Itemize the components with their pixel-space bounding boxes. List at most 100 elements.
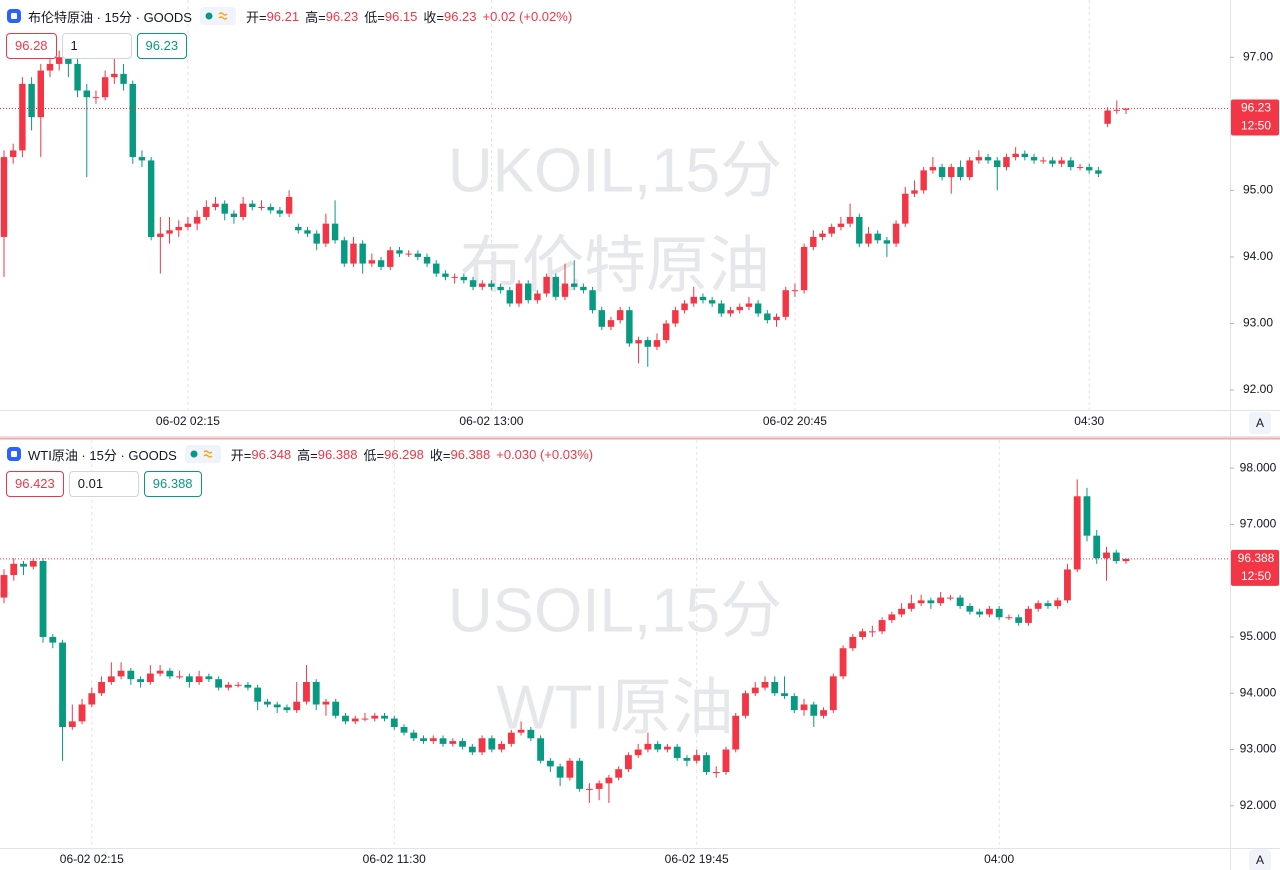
candle-body — [20, 563, 27, 567]
candle-body — [1093, 535, 1101, 559]
candle-body — [625, 755, 632, 770]
status-pill[interactable] — [184, 445, 221, 463]
candle-body — [283, 707, 291, 711]
change-value: +0.02 (+0.02%) — [482, 8, 573, 24]
y-tick-label: 95.00 — [1243, 183, 1273, 197]
candle-body — [29, 560, 37, 567]
candle-body — [576, 760, 584, 789]
candle-body — [254, 687, 262, 702]
open-value: 96.348 — [251, 446, 292, 462]
candle-body — [1054, 600, 1062, 607]
candle-body — [65, 57, 72, 64]
candle-body — [341, 240, 348, 264]
candle-body — [839, 648, 847, 677]
candle-body — [736, 306, 743, 311]
candle-body — [585, 788, 593, 790]
candle-body — [888, 614, 896, 621]
status-pill[interactable] — [199, 7, 236, 25]
candle-body — [506, 290, 514, 304]
candle-body — [497, 286, 504, 291]
candle-body — [49, 636, 57, 643]
candle-body — [185, 676, 193, 682]
candle-body — [515, 283, 523, 304]
candle-body — [605, 777, 613, 784]
quantity-input[interactable]: 1 — [61, 33, 132, 59]
candle-body — [781, 693, 788, 697]
candle-body — [524, 283, 532, 301]
sell-button[interactable]: 96.423 — [6, 471, 64, 497]
candle-body — [303, 681, 310, 702]
candle-body — [681, 303, 688, 311]
candle-body — [230, 213, 238, 217]
candle-body — [156, 670, 164, 674]
auto-scale-button[interactable]: A — [1249, 849, 1271, 870]
candle-body — [984, 157, 992, 161]
candle-body — [28, 83, 35, 118]
candle-body — [764, 313, 771, 321]
y-tick-label: 94.000 — [1240, 685, 1277, 699]
watermark: USOIL,15分 — [448, 576, 782, 645]
candle-body — [699, 296, 707, 301]
low-label: 低= — [364, 9, 385, 25]
candle-body — [396, 250, 403, 254]
candle-body — [552, 276, 560, 297]
candle-body — [98, 681, 105, 694]
buy-button[interactable]: 96.23 — [136, 33, 188, 59]
candle-body — [927, 600, 935, 604]
candle-body — [249, 203, 256, 207]
candle-body — [570, 283, 578, 287]
sell-button[interactable]: 96.28 — [6, 33, 57, 59]
candle-body — [1025, 608, 1032, 623]
candle-body — [634, 749, 642, 756]
candle-body — [381, 715, 388, 719]
symbol-title: 布伦特原油 · 15分 · GOODS — [28, 9, 192, 25]
quantity-input[interactable]: 0.01 — [68, 471, 139, 497]
candle-body — [929, 167, 937, 171]
candle-body — [285, 197, 293, 214]
high-label: 高= — [297, 447, 318, 463]
candle-body — [176, 676, 184, 678]
candle-body — [849, 636, 857, 649]
candle-body — [205, 676, 213, 680]
candle-body — [331, 223, 339, 241]
buy-button[interactable]: 96.388 — [143, 471, 202, 497]
candle-body — [994, 160, 1001, 168]
candle-body — [800, 246, 808, 291]
symbol-icon — [7, 9, 21, 23]
candle-body — [819, 233, 826, 237]
candle-body — [754, 303, 762, 314]
candle-body — [1005, 617, 1013, 619]
auto-scale-button[interactable]: A — [1249, 412, 1271, 434]
watermark: UKOIL,15分 — [448, 136, 782, 205]
high-value: 96.388 — [317, 446, 358, 462]
candle-body — [276, 210, 284, 214]
candle-body — [938, 167, 946, 178]
candle-body — [37, 70, 45, 118]
candle-body — [10, 563, 18, 576]
candle-body — [46, 63, 54, 71]
candle-body — [479, 283, 486, 287]
candle-body — [782, 290, 789, 317]
candle-body — [745, 303, 753, 307]
candle-body — [195, 676, 203, 682]
candle-body — [147, 160, 155, 237]
candle-body — [166, 230, 173, 234]
candle-body — [589, 290, 596, 311]
candle-body — [829, 676, 837, 711]
candle-body — [626, 310, 633, 344]
candle-body — [644, 340, 651, 347]
candle-body — [175, 226, 182, 231]
candle-body — [55, 57, 63, 64]
x-tick-label: 04:00 — [984, 852, 1014, 866]
x-tick-label: 06-02 11:30 — [363, 852, 426, 866]
open-value: 96.21 — [266, 8, 300, 24]
candle-body — [800, 704, 808, 711]
candle-body — [911, 190, 918, 194]
candle-body — [146, 673, 154, 682]
candle-body — [566, 760, 574, 778]
candle-body — [414, 253, 422, 257]
candle-body — [771, 681, 779, 694]
